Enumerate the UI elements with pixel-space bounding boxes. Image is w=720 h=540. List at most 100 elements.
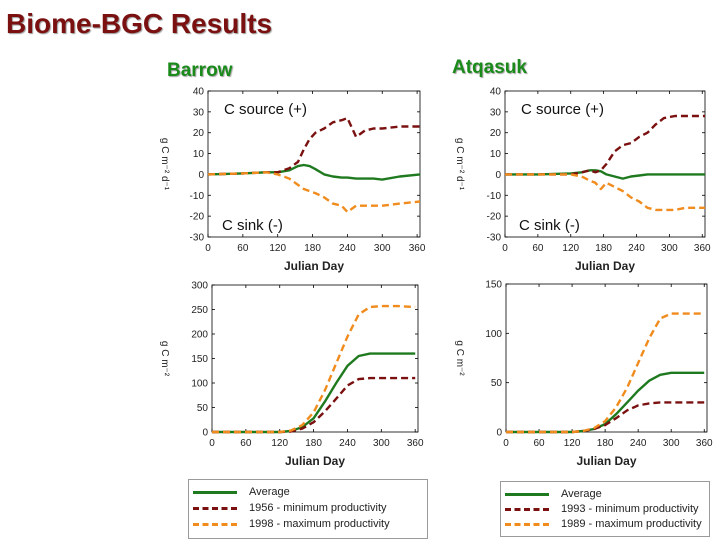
y-tick-label: 150	[485, 280, 502, 291]
y-tick-label: 0	[496, 428, 502, 439]
y-tick-label: 30	[193, 107, 205, 118]
x-tick-label: 0	[209, 438, 215, 449]
y-tick-label: 20	[193, 128, 205, 139]
series-line-average	[505, 169, 705, 180]
x-tick-label: 360	[409, 243, 426, 254]
x-tick-label: 240	[630, 438, 647, 449]
y-tick-label: -20	[487, 212, 502, 223]
x-tick-label: 60	[532, 243, 544, 254]
y-axis-label: g C m⁻² d⁻¹	[454, 138, 465, 191]
y-tick-label: 150	[191, 354, 208, 365]
x-tick-label: 360	[694, 243, 711, 254]
legend-label: Average	[561, 488, 602, 500]
plot-frame	[207, 90, 421, 238]
y-tick-label: 40	[193, 87, 205, 98]
annotation-c-sink: C sink (-)	[222, 217, 283, 234]
legend-label: Average	[249, 486, 290, 498]
legend-label: 1993 - minimum productivity	[561, 503, 699, 515]
x-tick-label: 0	[205, 243, 211, 254]
x-tick-label: 180	[595, 243, 612, 254]
legend-swatch-average	[505, 492, 549, 496]
annotation-c-sink: C sink (-)	[519, 217, 580, 234]
x-tick-label: 120	[562, 243, 579, 254]
y-tick-label: 0	[495, 170, 501, 181]
x-tick-label: 240	[339, 243, 356, 254]
x-tick-label: 360	[696, 438, 713, 449]
y-axis-label: g C m⁻²	[454, 340, 465, 376]
legend-swatch-minimum	[505, 507, 549, 511]
x-tick-label: 300	[661, 243, 678, 254]
barrow-cumulative-chart: 0 50 100 150 200 250 300 0 60 120 180 240 300 360 Juli…	[159, 281, 424, 469]
y-tick-label: 30	[490, 107, 502, 118]
y-tick-label: 50	[491, 378, 503, 389]
y-tick-label: -10	[487, 191, 502, 202]
y-tick-label: 50	[197, 403, 209, 414]
annotation-c-source: C source (+)	[521, 101, 604, 118]
series-line-1956-minimum-productivity	[212, 376, 416, 434]
legend-label: 1998 - maximum productivity	[249, 518, 390, 530]
series-line-1998-maximum-productivity	[212, 304, 416, 434]
series-line-1998-maximum-productivity	[207, 171, 421, 214]
y-tick-label: 0	[198, 170, 204, 181]
atqasuk-cumulative-chart: 0 50 100 150 0 60 120 180 240 300 360 Julian Day g C…	[454, 280, 713, 469]
barrow-flux-chart: -30 -20 -10 0 10 20 30 40 0 60 120 180 240 300 360 Juli…	[159, 87, 426, 274]
x-tick-label: 300	[374, 243, 391, 254]
x-axis-label: Julian Day	[284, 259, 344, 273]
slide-title: Biome-BGC Results	[6, 8, 273, 39]
y-tick-label: -20	[190, 212, 205, 223]
x-tick-label: 0	[502, 243, 508, 254]
x-tick-label: 300	[373, 438, 390, 449]
legend-label: 1989 - maximum productivity	[561, 518, 702, 530]
x-axis-label: Julian Day	[575, 259, 635, 273]
x-tick-label: 240	[339, 438, 356, 449]
x-tick-label: 60	[237, 243, 249, 254]
legend-swatch-average	[193, 490, 237, 494]
legend-atqasuk: Average 1993 - minimum productivity 1989…	[500, 481, 710, 537]
x-tick-label: 60	[240, 438, 252, 449]
y-tick-label: 40	[490, 87, 502, 98]
legend-swatch-maximum	[505, 522, 549, 526]
annotation-c-source: C source (+)	[224, 101, 307, 118]
legend-item-average: Average	[193, 485, 290, 499]
x-tick-label: 0	[503, 438, 509, 449]
y-tick-label: 100	[191, 379, 208, 390]
y-axis-label: g C m⁻² d⁻¹	[159, 138, 170, 191]
x-axis-label: Julian Day	[285, 454, 345, 468]
legend-item-maximum: 1998 - maximum productivity	[193, 517, 390, 531]
x-tick-label: 120	[271, 438, 288, 449]
y-tick-label: 100	[485, 329, 502, 340]
x-axis-label: Julian Day	[576, 454, 636, 468]
x-tick-label: 360	[407, 438, 424, 449]
series-line-1989-maximum-productivity	[506, 312, 705, 434]
series-line-1989-maximum-productivity	[505, 173, 705, 212]
x-tick-label: 180	[305, 438, 322, 449]
x-tick-label: 240	[628, 243, 645, 254]
x-tick-label: 180	[304, 243, 321, 254]
y-tick-label: 20	[490, 128, 502, 139]
y-tick-label: -10	[190, 191, 205, 202]
series-line-1993-minimum-productivity	[505, 114, 705, 176]
series-line-average	[506, 371, 705, 434]
site-title-atqasuk: Atqasuk	[452, 57, 527, 78]
y-tick-label: 0	[202, 428, 208, 439]
y-tick-label: 300	[191, 281, 208, 292]
series-line-average	[212, 352, 416, 434]
y-tick-label: 10	[193, 149, 205, 160]
legend-label: 1956 - minimum productivity	[249, 502, 387, 514]
x-tick-label: 300	[663, 438, 680, 449]
legend-item-maximum: 1989 - maximum productivity	[505, 517, 702, 531]
legend-item-average: Average	[505, 487, 602, 501]
y-tick-label: -30	[190, 233, 205, 244]
atqasuk-flux-chart: -30 -20 -10 0 10 20 30 40 0 60 120 180 240 300 360 Juli…	[454, 87, 711, 274]
legend-swatch-maximum	[193, 522, 237, 526]
series-line-average	[207, 163, 421, 181]
plot-frame	[504, 90, 706, 238]
plot-frame	[505, 283, 708, 433]
y-tick-label: 10	[490, 149, 502, 160]
x-tick-label: 180	[597, 438, 614, 449]
x-tick-label: 120	[564, 438, 581, 449]
legend-swatch-minimum	[193, 506, 237, 510]
series-line-1956-minimum-productivity	[207, 116, 420, 176]
y-tick-label: -30	[487, 233, 502, 244]
x-tick-label: 120	[269, 243, 286, 254]
